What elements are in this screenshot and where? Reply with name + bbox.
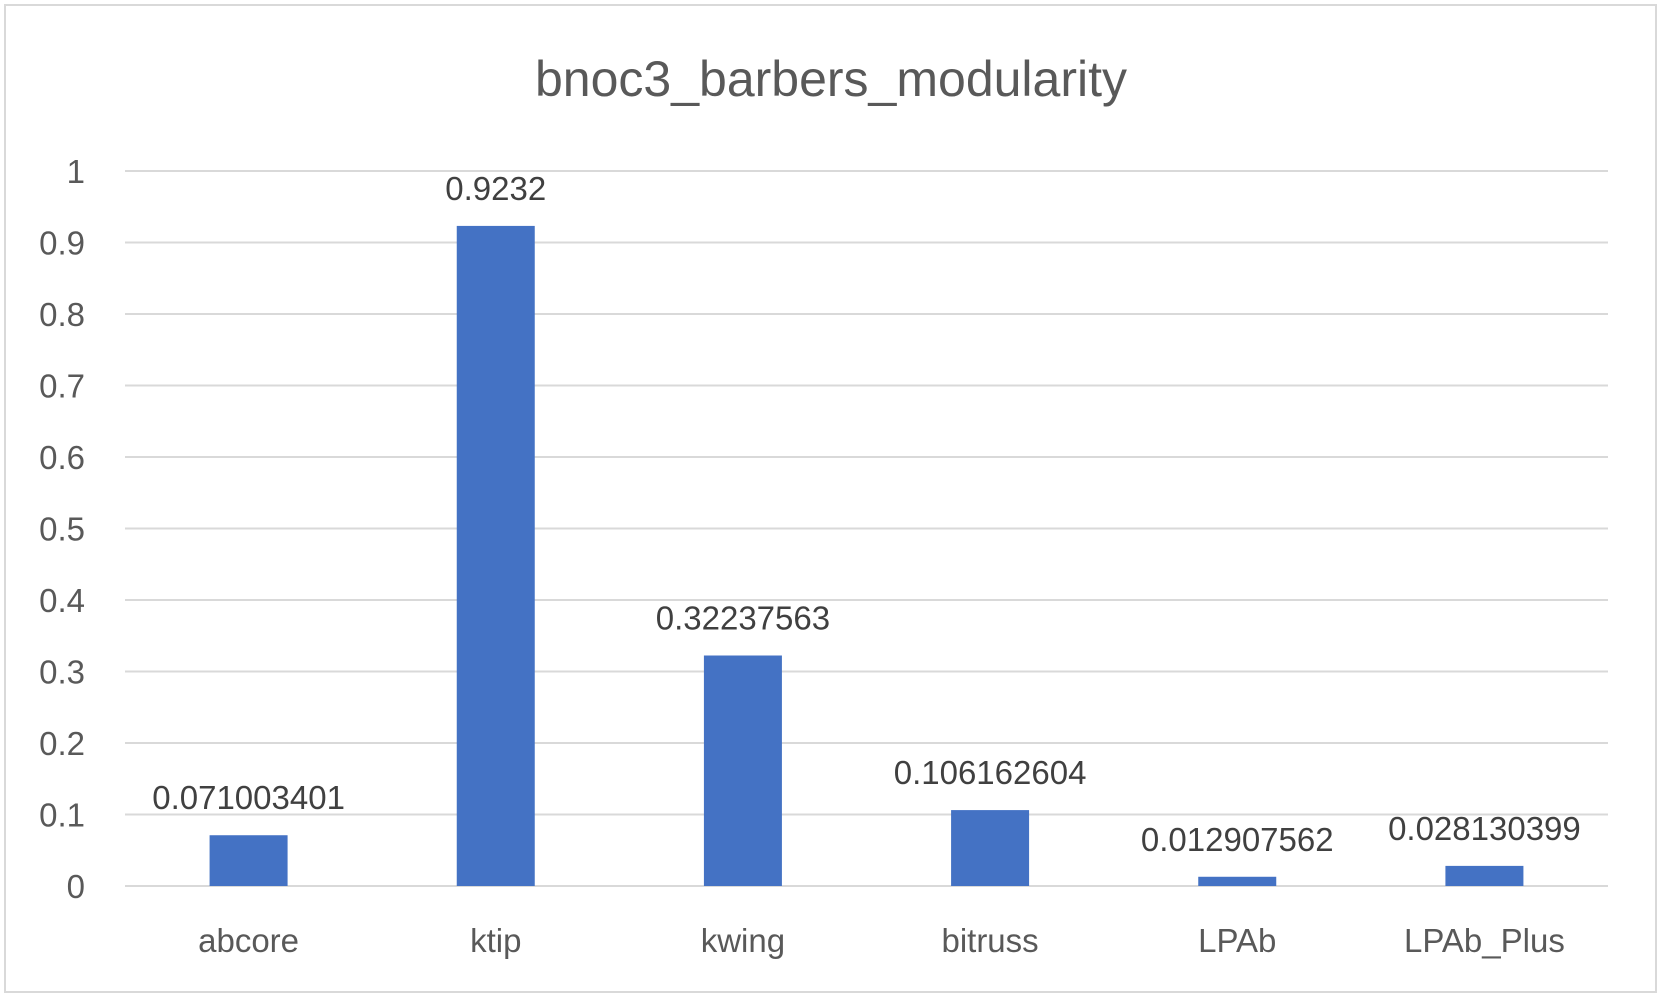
x-category-label: LPAb: [1198, 922, 1276, 959]
bar-kwing: [703, 655, 782, 886]
bar-lpab: [1198, 876, 1277, 886]
bar-ktip: [456, 225, 535, 887]
y-tick-label: 0.9: [39, 225, 85, 262]
data-label: 0.028130399: [1388, 810, 1581, 847]
x-category-label: kwing: [701, 922, 785, 959]
data-labels: 0.071003401 0.9232 0.32237563 0.106162604 0.…: [152, 170, 1581, 858]
bar-bitruss: [951, 810, 1030, 886]
y-tick-label: 0.8: [39, 296, 85, 333]
x-category-label: abcore: [198, 922, 299, 959]
y-tick-label: 0.1: [39, 797, 85, 834]
bar-lpab_plus: [1445, 865, 1524, 886]
bars: [209, 225, 1524, 887]
data-label: 0.32237563: [656, 600, 830, 637]
y-tick-label: 0.7: [39, 368, 85, 405]
y-tick-label: 1: [67, 153, 85, 190]
x-category-label: ktip: [470, 922, 521, 959]
y-tick-label: 0.3: [39, 654, 85, 691]
x-category-label: bitruss: [941, 922, 1038, 959]
bar-abcore: [209, 835, 288, 886]
chart-title: bnoc3_barbers_modularity: [535, 51, 1127, 107]
y-tick-label: 0.6: [39, 439, 85, 476]
data-label: 0.9232: [445, 170, 546, 207]
x-axis-categories: abcore ktip kwing bitruss LPAb LPAb_Plus: [198, 922, 1565, 959]
gridlines: [125, 170, 1608, 887]
chart-frame: [4, 4, 1657, 993]
x-category-label: LPAb_Plus: [1404, 922, 1565, 959]
y-tick-label: 0.2: [39, 725, 85, 762]
data-label: 0.106162604: [894, 754, 1087, 791]
data-label: 0.071003401: [152, 779, 345, 816]
y-tick-label: 0: [67, 868, 85, 905]
y-tick-label: 0.4: [39, 582, 85, 619]
y-axis-ticks: 0 0.1 0.2 0.3 0.4 0.5 0.6 0.7 0.8 0.9 1: [39, 153, 85, 905]
y-tick-label: 0.5: [39, 511, 85, 548]
data-label: 0.012907562: [1141, 821, 1334, 858]
